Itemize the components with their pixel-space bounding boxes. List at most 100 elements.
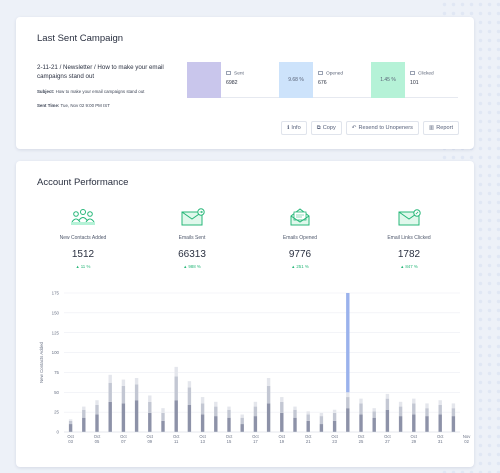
- bar-segment: [95, 400, 99, 405]
- y-axis-label: New Contacts Added: [39, 341, 44, 383]
- envelope-open-icon: [318, 71, 323, 75]
- info-button[interactable]: ℹ Info: [281, 121, 307, 135]
- stat-opened-swatch: 9.68 %: [279, 62, 313, 98]
- stat-clicked-swatch: 1.45 %: [371, 62, 405, 98]
- x-tick-label: 15: [227, 439, 232, 444]
- subject-label: Subject:: [37, 89, 55, 94]
- envelope-icon: [226, 71, 231, 75]
- bar-segment: [359, 414, 363, 432]
- bar-segment: [346, 392, 350, 398]
- x-tick-label: 23: [332, 439, 337, 444]
- x-tick-label: Oct: [331, 434, 338, 439]
- bar-segment: [266, 403, 271, 432]
- bar-segment: [227, 417, 231, 432]
- bar-segment: [293, 417, 297, 432]
- bar-segment: [121, 403, 126, 432]
- bar-segment: [346, 293, 350, 393]
- bar-segment: [372, 411, 376, 418]
- bar-segment: [227, 409, 231, 418]
- bar-segment: [319, 412, 324, 417]
- y-tick-label: 175: [52, 291, 60, 296]
- bar-segment: [451, 403, 456, 409]
- bar-segment: [306, 414, 310, 421]
- bar-segment: [332, 412, 337, 421]
- bar-segment: [108, 401, 112, 432]
- x-tick-label: 29: [411, 439, 416, 444]
- x-tick-label: 03: [68, 439, 73, 444]
- x-tick-label: Oct: [279, 434, 286, 439]
- stat-clicked-label: Clicked: [410, 71, 434, 77]
- bar-segment: [161, 408, 165, 413]
- stat-opened-label: Opened: [318, 71, 343, 77]
- x-tick-label: Oct: [252, 434, 259, 439]
- x-tick-label: 09: [147, 439, 152, 444]
- bar-segment: [385, 409, 390, 432]
- bar-segment: [438, 404, 442, 415]
- y-tick-label: 0: [57, 430, 60, 435]
- kpi-emails-opened-label: Emails Opened: [282, 235, 318, 241]
- bar-segment: [227, 406, 231, 410]
- x-tick-label: 31: [438, 439, 443, 444]
- bar-segment: [372, 417, 376, 432]
- campaign-sent-time: Sent Time: Tue, Nov 02 9:00 PM IST: [37, 103, 110, 108]
- bar-segment: [95, 414, 99, 432]
- bar-segment: [68, 419, 73, 421]
- copy-icon: ⧉: [316, 125, 321, 131]
- x-tick-label: Oct: [199, 434, 206, 439]
- copy-button[interactable]: ⧉ Copy: [310, 121, 342, 135]
- bar-segment: [346, 397, 350, 409]
- x-tick-label: Oct: [147, 434, 154, 439]
- bar-segment: [200, 397, 205, 404]
- resend-to-unopeners-button[interactable]: ↶ Resend to Unopeners: [345, 121, 419, 135]
- bar-segment: [82, 406, 86, 410]
- x-tick-label: Nov: [463, 434, 471, 439]
- bar-segment: [319, 424, 324, 432]
- x-tick-label: Oct: [120, 434, 127, 439]
- bar-segment: [266, 385, 271, 404]
- bar-segment: [187, 387, 192, 405]
- x-tick-label: Oct: [67, 434, 74, 439]
- bar-segment: [134, 384, 139, 401]
- email-sent-icon: [181, 208, 205, 226]
- arrow-up-icon: ▲: [183, 264, 189, 269]
- x-tick-label: 19: [279, 439, 284, 444]
- x-tick-label: Oct: [94, 434, 101, 439]
- bar-segment: [121, 385, 126, 404]
- bar-segment: [134, 377, 139, 385]
- bar-segment: [174, 400, 178, 432]
- bar-segment: [293, 409, 297, 418]
- x-tick-label: Oct: [384, 434, 391, 439]
- y-tick-label: 25: [54, 410, 59, 415]
- last-sent-campaign-card: Last Sent Campaign 2-11-21 / Newsletter …: [16, 17, 474, 149]
- report-button[interactable]: ▥ Report: [422, 121, 459, 135]
- performance-card-title: Account Performance: [37, 177, 129, 188]
- kpi-emails-sent: Emails Sent 66313 ▲ 988 %: [144, 207, 240, 269]
- campaign-name[interactable]: 2-11-21 / Newsletter / How to make your …: [37, 64, 164, 80]
- x-tick-label: 07: [121, 439, 126, 444]
- x-tick-label: Oct: [173, 434, 180, 439]
- bar-segment: [148, 401, 152, 413]
- bar-segment: [372, 408, 376, 412]
- kpi-email-links-clicked-label: Email Links Clicked: [387, 235, 431, 241]
- bar-segment: [161, 420, 165, 432]
- kpi-emails-opened-change: ▲ 251 %: [291, 264, 309, 269]
- bar-segment: [425, 416, 429, 432]
- stat-sent-swatch: [187, 62, 221, 98]
- kpi-email-links-clicked-value: 1782: [397, 249, 421, 260]
- bar-segment: [68, 424, 73, 432]
- bar-segment: [280, 412, 284, 432]
- x-tick-label: 25: [359, 439, 364, 444]
- x-tick-label: 05: [95, 439, 100, 444]
- kpi-new-contacts: New Contacts Added 1512 ▲ 11 %: [35, 207, 131, 269]
- bar-segment: [68, 420, 73, 425]
- bar-segment: [200, 403, 205, 415]
- x-tick-label: 02: [464, 439, 469, 444]
- bar-segment: [385, 393, 390, 399]
- x-tick-label: Oct: [305, 434, 312, 439]
- bar-segment: [293, 406, 297, 410]
- kpi-new-contacts-change: ▲ 11 %: [75, 264, 91, 269]
- bar-segment: [214, 406, 218, 417]
- stat-clicked-value: 101: [410, 80, 419, 86]
- bar-segment: [82, 417, 86, 432]
- bar-segment: [398, 406, 403, 417]
